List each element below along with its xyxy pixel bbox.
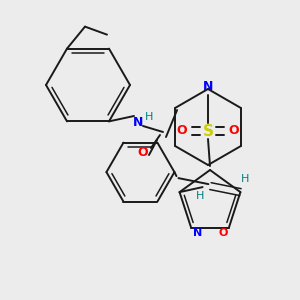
Text: O: O (229, 124, 239, 137)
Text: S: S (202, 124, 214, 139)
Text: N: N (203, 80, 213, 92)
Text: O: O (177, 124, 187, 137)
Text: O: O (218, 228, 227, 238)
Text: H: H (145, 112, 153, 122)
Text: H: H (196, 191, 205, 201)
Text: N: N (193, 228, 202, 238)
Text: H: H (241, 174, 250, 184)
Text: N: N (133, 116, 143, 128)
Text: O: O (138, 146, 148, 158)
